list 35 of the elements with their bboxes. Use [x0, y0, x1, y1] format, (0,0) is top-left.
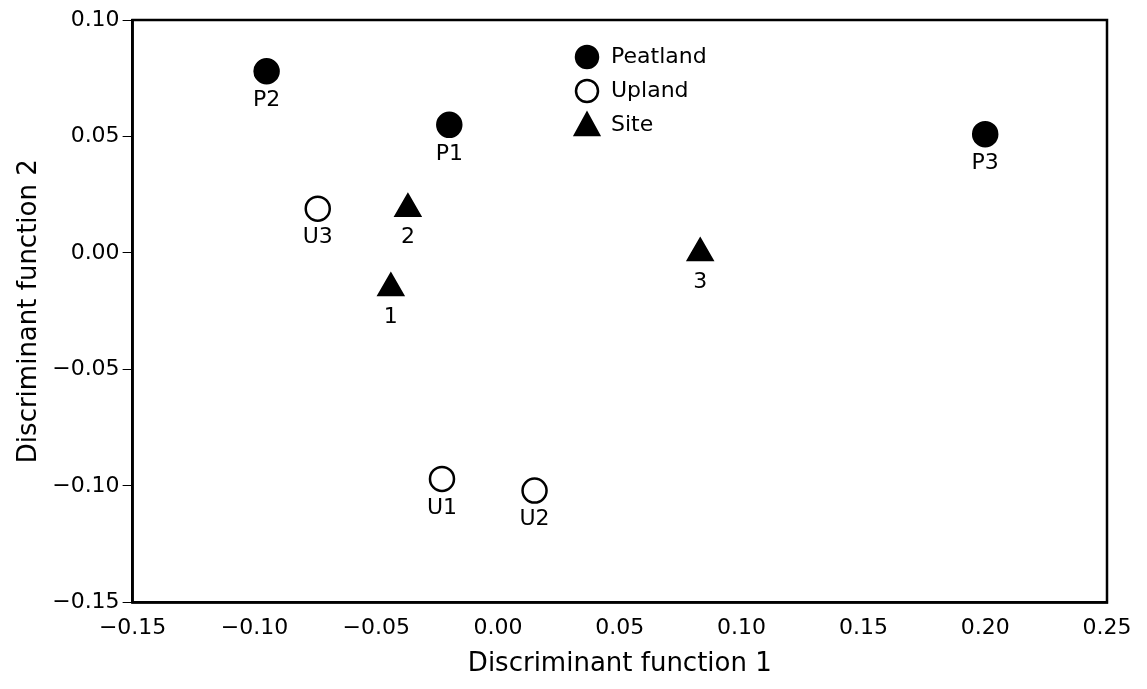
point [436, 111, 463, 139]
point [304, 195, 331, 222]
annotation: 1 [383, 302, 398, 328]
annotation: P2 [252, 85, 281, 111]
y-tick-label: 0.10 [70, 5, 120, 31]
annotation: P3 [971, 148, 999, 174]
point [971, 120, 999, 148]
annotation: 3 [693, 267, 708, 293]
legend-label: Peatland [611, 42, 707, 68]
y-axis-title: Discriminant function 2 [12, 159, 43, 464]
y-tick-label: 0.00 [70, 238, 120, 264]
annotation: 2 [400, 223, 415, 249]
y-tick-label: −0.10 [52, 471, 120, 497]
y-tick-label: −0.15 [52, 588, 120, 614]
x-tick-label: 0.20 [960, 614, 1010, 640]
x-tick-label: 0.15 [838, 614, 888, 640]
x-tick-label: 0.05 [595, 614, 645, 640]
point [521, 477, 548, 504]
annotation: U1 [426, 493, 458, 519]
x-tick-label: 0.00 [473, 614, 523, 640]
x-tick-label: −0.10 [220, 614, 289, 640]
x-axis-title: Discriminant function 1 [467, 647, 772, 678]
x-tick-label: −0.15 [98, 614, 167, 640]
x-tick-label: −0.05 [342, 614, 410, 640]
legend-label: Site [611, 110, 654, 136]
legend-label: Upland [611, 76, 689, 102]
x-tick-label: 0.10 [717, 614, 767, 640]
annotation: P1 [435, 139, 463, 165]
annotation: U3 [302, 223, 333, 249]
y-tick-label: 0.05 [70, 122, 120, 148]
y-tick-label: −0.05 [52, 355, 120, 381]
point [253, 58, 280, 85]
point [428, 465, 456, 493]
x-tick-label: 0.25 [1082, 614, 1132, 640]
annotation: U2 [519, 505, 550, 531]
